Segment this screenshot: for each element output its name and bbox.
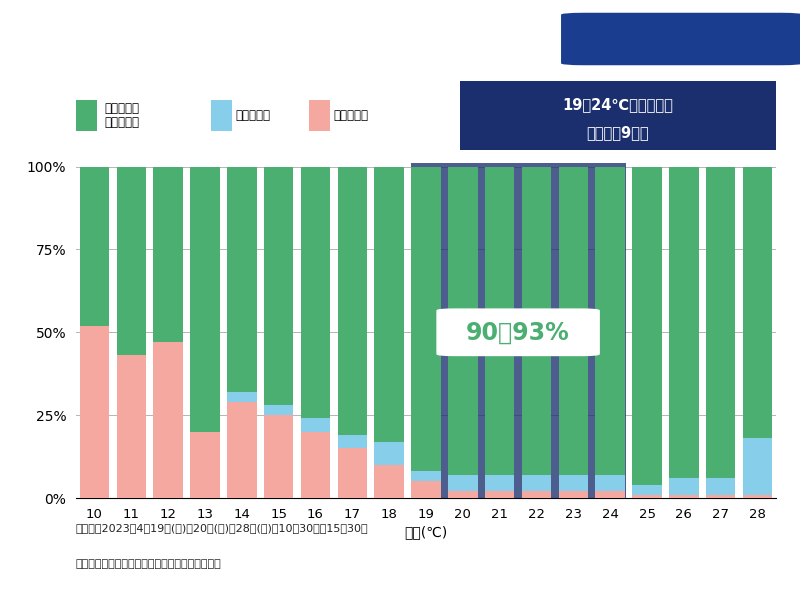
FancyBboxPatch shape — [437, 309, 599, 355]
Bar — [595, 475, 625, 491]
Bar — [227, 167, 257, 392]
Bar — [374, 167, 404, 442]
Bar — [374, 465, 404, 498]
Bar — [485, 491, 514, 498]
Bar — [669, 494, 698, 498]
Bar — [410, 163, 626, 498]
Bar — [595, 475, 625, 491]
Bar — [485, 475, 514, 491]
FancyBboxPatch shape — [560, 11, 800, 66]
Bar — [154, 342, 183, 498]
Bar — [448, 475, 478, 491]
Bar — [743, 439, 772, 494]
Bar — [558, 475, 588, 491]
Bar — [80, 167, 109, 326]
Text: 不使用は9割超: 不使用は9割超 — [586, 125, 650, 140]
Bar — [117, 167, 146, 355]
Bar — [522, 491, 551, 498]
Bar — [485, 475, 514, 491]
Bar — [595, 491, 625, 498]
Bar — [117, 355, 146, 498]
Bar — [669, 167, 698, 478]
Bar — [211, 100, 232, 131]
Bar — [558, 167, 588, 475]
Bar — [411, 472, 441, 481]
Bar — [301, 167, 330, 418]
Bar — [264, 167, 294, 405]
Bar — [338, 435, 367, 448]
Bar — [448, 167, 478, 475]
Bar — [338, 448, 367, 498]
Bar — [522, 475, 551, 491]
Bar — [522, 167, 551, 475]
Bar — [743, 494, 772, 498]
FancyBboxPatch shape — [454, 80, 782, 151]
Bar — [227, 402, 257, 498]
Bar — [522, 491, 551, 498]
Bar — [558, 491, 588, 498]
Bar — [595, 167, 625, 475]
Bar — [632, 167, 662, 485]
Bar — [522, 475, 551, 491]
Bar — [632, 494, 662, 498]
Bar — [743, 167, 772, 439]
Text: 冷房つけた: 冷房つけた — [236, 109, 270, 122]
Bar — [706, 494, 735, 498]
Bar — [485, 167, 514, 475]
Text: 対象：スマホアプリ「ウェザーニュース」利用者: 対象：スマホアプリ「ウェザーニュース」利用者 — [76, 559, 222, 569]
Bar — [558, 491, 588, 498]
Bar — [301, 432, 330, 498]
Bar — [338, 167, 367, 435]
Bar — [190, 432, 220, 498]
Bar — [632, 485, 662, 494]
Text: 暖房つけた: 暖房つけた — [334, 109, 369, 122]
Bar — [309, 100, 330, 131]
X-axis label: 気温(℃): 気温(℃) — [404, 525, 448, 539]
Bar — [264, 415, 294, 498]
Bar — [80, 326, 109, 498]
Bar — [485, 167, 514, 475]
Text: 調査日：2023年4月19日(水)、20日(木)、28日(金)　10時30分〜15時30分: 調査日：2023年4月19日(水)、20日(木)、28日(金) 10時30分〜1… — [76, 523, 369, 533]
Bar — [190, 167, 220, 432]
Bar — [485, 491, 514, 498]
Bar — [448, 491, 478, 498]
Bar — [595, 491, 625, 498]
Bar — [448, 167, 478, 475]
Text: 外気温ごとのエアコン使用率: 外気温ごとのエアコン使用率 — [20, 22, 291, 56]
Text: 90〜93%: 90〜93% — [466, 320, 570, 344]
Bar — [227, 392, 257, 402]
Bar — [558, 167, 588, 475]
Bar — [411, 472, 441, 481]
Bar — [448, 491, 478, 498]
Bar — [301, 418, 330, 432]
Bar — [522, 167, 551, 475]
Bar — [411, 481, 441, 498]
Bar — [706, 167, 735, 478]
Bar — [669, 478, 698, 494]
Bar — [411, 481, 441, 498]
Text: WN: WN — [604, 32, 626, 43]
Bar — [558, 475, 588, 491]
Bar — [264, 405, 294, 415]
Text: 19〜24℃のエアコン: 19〜24℃のエアコン — [562, 98, 674, 113]
Text: ウェザーニュース: ウェザーニュース — [640, 32, 693, 43]
Bar — [76, 100, 97, 131]
Text: つけてない
・窓開けた: つけてない ・窓開けた — [104, 101, 139, 130]
Bar — [154, 167, 183, 342]
Bar — [595, 167, 625, 475]
Bar — [411, 167, 441, 472]
Bar — [706, 478, 735, 494]
Bar — [411, 167, 441, 472]
Bar — [448, 475, 478, 491]
Bar — [374, 442, 404, 465]
